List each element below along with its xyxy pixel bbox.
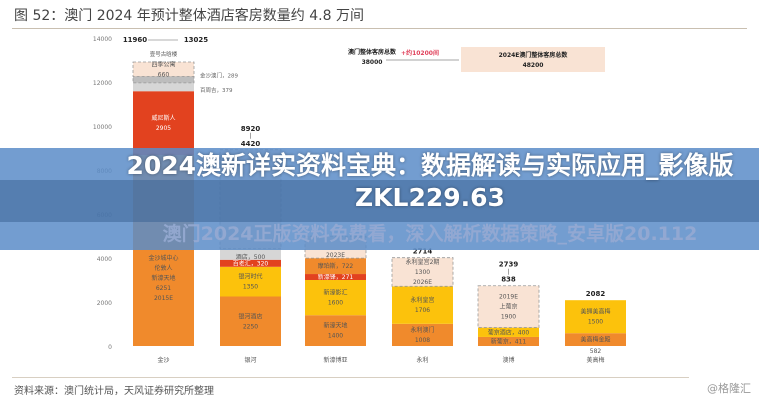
bar-segment xyxy=(133,82,194,92)
segment-label: 银河酒店 xyxy=(238,312,262,320)
bar-segment xyxy=(133,91,194,156)
segment-side-label: 百周吉，379 xyxy=(200,87,233,94)
box-2024-value: 48200 xyxy=(523,62,544,69)
x-tick-label: 澳博 xyxy=(502,356,514,364)
bar-segment xyxy=(220,296,281,346)
bar-segment xyxy=(220,266,281,297)
segment-label: 1400 xyxy=(328,333,343,340)
segment-note: 壹号古晗楼 xyxy=(150,50,178,58)
bar-segment xyxy=(392,286,453,324)
segment-label: 百老汇，320 xyxy=(233,259,269,267)
source-note: 资料来源：澳门统计局，天风证券研究所整理 xyxy=(14,386,214,397)
box-current-title: 澳门整体客房总数 xyxy=(348,48,397,56)
segment-label: 1500 xyxy=(588,319,603,326)
segment-label: 永利皇宫 xyxy=(410,296,434,304)
bar-segment xyxy=(220,248,281,260)
x-tick-label: 美高梅 xyxy=(586,356,604,364)
bar-segment xyxy=(305,315,366,346)
segment-label: 美高梅金殿 xyxy=(580,336,610,344)
y-tick-label: 2000 xyxy=(97,300,112,307)
bar-segment xyxy=(220,259,281,267)
segment-label: 四季公寓 xyxy=(151,60,175,68)
box-2024 xyxy=(461,47,605,72)
segment-label: 美狮美高梅 xyxy=(580,308,610,316)
segment-label: 新濠锋，271 xyxy=(318,273,354,281)
current-total-label: 2082 xyxy=(586,290,606,298)
segment-label: 摩珀斯，722 xyxy=(318,262,354,270)
segment-label: 2015E xyxy=(154,295,173,302)
segment-label: 酒店，500 xyxy=(236,253,266,261)
bar-segment xyxy=(305,258,366,275)
bar-segment xyxy=(478,336,539,346)
segment-label: 2023E xyxy=(326,252,345,259)
segment-label: 2019E xyxy=(499,294,518,301)
y-tick-label: 0 xyxy=(108,344,112,351)
planned-total-label: 13025 xyxy=(184,36,208,44)
title-divider xyxy=(12,28,747,29)
y-tick-label: 10000 xyxy=(93,124,112,131)
y-tick-label: 12000 xyxy=(93,80,112,87)
x-tick-label: 新濠博亚 xyxy=(323,356,347,364)
bar-segment xyxy=(565,300,626,334)
segment-label: 葡京酒店，400 xyxy=(488,328,530,336)
x-tick-label: 金沙 xyxy=(157,356,169,364)
overlay-ghost-text: 澳门2024正版资料免费看，深入解析数据策略_安卓版20.112 xyxy=(162,223,698,245)
bar-segment xyxy=(305,274,366,280)
segment-label: 新濠影汇 xyxy=(323,289,347,297)
current-total-label: 2714 xyxy=(413,248,433,256)
segment-label: 金沙城中心 xyxy=(148,254,178,262)
bar-segment xyxy=(392,323,453,346)
footer-divider xyxy=(12,377,689,378)
bar-segment xyxy=(477,285,540,328)
segment-label: 银河时代 xyxy=(238,273,262,281)
y-tick-label: 4000 xyxy=(97,256,112,263)
planned-total-label: 2739 xyxy=(499,261,519,269)
segment-label: 2026E xyxy=(413,279,432,286)
segment-label: 永利澳门 xyxy=(410,326,434,334)
segment-label: 1008 xyxy=(415,337,430,344)
bar-segment xyxy=(565,333,626,346)
x-tick-label: 永利 xyxy=(416,356,428,364)
segment-label: 1350 xyxy=(243,284,258,291)
overlay-headline: 2024澳新详实资料宝典：数据解读与实际应用_影像版ZKL229.63 xyxy=(126,151,734,212)
current-total-label: 4420 xyxy=(241,140,261,148)
segment-label: 660 xyxy=(158,71,170,78)
bar-segment xyxy=(478,327,539,337)
y-tick-label: 14000 xyxy=(93,36,112,43)
segment-label: 上葡京 xyxy=(499,303,517,311)
current-total-label: 838 xyxy=(501,276,516,284)
segment-label: 1900 xyxy=(501,314,516,321)
segment-label: 威尼斯人 xyxy=(151,114,175,122)
watermark: @格隆汇 xyxy=(707,382,751,395)
segment-side-label: 金沙澳门，289 xyxy=(200,72,238,80)
segment-label: 582 xyxy=(590,348,602,355)
planned-total-label: 8920 xyxy=(241,125,261,133)
segment-label: 永利皇宫2期 xyxy=(406,258,440,266)
segment-label: 新葡京，411 xyxy=(491,337,527,345)
segment-label: 1600 xyxy=(328,300,343,307)
segment-label: 1300 xyxy=(415,269,430,276)
x-tick-label: 银河 xyxy=(244,356,256,364)
current-total-label: 11960 xyxy=(123,36,147,44)
arrow-label: +约10200间 xyxy=(401,49,439,57)
box-2024-title: 2024E澳门整体客房总数 xyxy=(499,51,569,59)
segment-label: 新濠天地 xyxy=(151,274,175,282)
segment-label: 伦敦人 xyxy=(154,264,172,272)
segment-label: 2250 xyxy=(243,323,258,330)
segment-label: 1706 xyxy=(415,307,430,314)
bar-segment xyxy=(305,280,366,316)
bar-segment xyxy=(391,257,454,287)
box-current-value: 38000 xyxy=(362,59,383,66)
segment-label: 6251 xyxy=(156,285,171,292)
segment-label: 2905 xyxy=(156,125,171,132)
figure-title: 图 52：澳门 2024 年预计整体酒店客房数量约 4.8 万间 xyxy=(14,8,364,24)
overlay-stripe xyxy=(0,180,759,222)
segment-label: 新濠天地 xyxy=(323,322,347,330)
bar-segment xyxy=(132,61,195,77)
